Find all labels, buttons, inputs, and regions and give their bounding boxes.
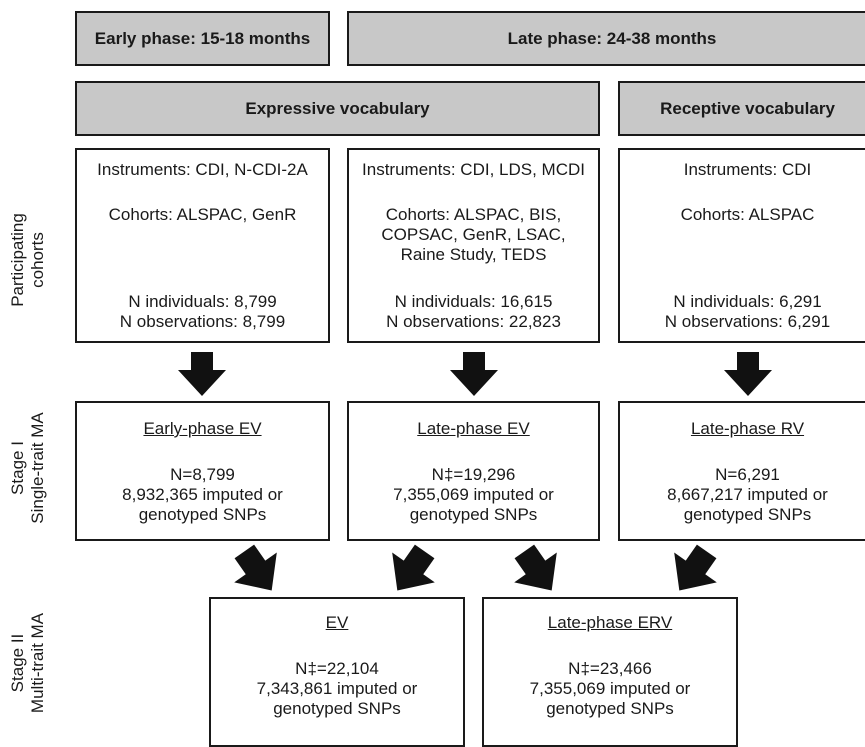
arrow-down-icon (450, 352, 498, 396)
arrow-diagonal-down-right-icon (234, 544, 277, 591)
cohort-box-late-rv: Instruments: CDI Cohorts: ALSPAC N indiv… (618, 148, 865, 343)
stage1-box-late-rv: Late-phase RV N=6,291 8,667,217 imputed … (618, 401, 865, 541)
row-label-stage-1: Stage I Single-trait MA (8, 412, 47, 524)
snp-count: 7,355,069 imputed or (393, 485, 554, 504)
row-label-participating-cohorts: Participating cohorts (8, 213, 47, 307)
receptive-vocabulary-header: Receptive vocabulary (618, 81, 865, 136)
sample-size: N=6,291 (715, 465, 780, 484)
sample-size: N‡=22,104 (295, 659, 379, 678)
snp-count: 8,932,365 imputed or (122, 485, 283, 504)
n-individuals-text: N individuals: 8,799 (128, 292, 277, 311)
stage1-title: Late-phase EV (417, 419, 530, 438)
stage1-box-early-ev: Early-phase EV N=8,799 8,932,365 imputed… (75, 401, 330, 541)
n-observations-text: N observations: 8,799 (119, 312, 286, 331)
row-label-stage-2: Stage II Multi-trait MA (8, 612, 47, 714)
snp-count: 7,355,069 imputed or (529, 679, 691, 698)
early-phase-header: Early phase: 15-18 months (75, 11, 330, 66)
stage1-box-late-ev: Late-phase EV N‡=19,296 7,355,069 impute… (347, 401, 600, 541)
stage2-box-late-erv: Late-phase ERV N‡=23,466 7,355,069 imput… (482, 597, 738, 747)
stage2-box-ev: EV N‡=22,104 7,343,861 imputed or genoty… (209, 597, 465, 747)
snp-type: genotyped SNPs (546, 699, 674, 718)
stage2-title: Late-phase ERV (547, 613, 673, 632)
cohort-box-late-ev: Instruments: CDI, LDS, MCDI Cohorts: ALS… (347, 148, 600, 343)
expressive-vocabulary-header: Expressive vocabulary (75, 81, 600, 136)
late-phase-label: Late phase: 24-38 months (507, 28, 717, 48)
sample-size: N‡=23,466 (568, 659, 652, 678)
n-individuals-text: N individuals: 6,291 (673, 292, 822, 311)
instruments-text: Instruments: CDI (683, 160, 812, 179)
snp-type: genotyped SNPs (138, 505, 267, 524)
instruments-text: Instruments: CDI, N-CDI-2A (97, 160, 308, 179)
instruments-text: Instruments: CDI, LDS, MCDI (362, 160, 585, 179)
stage1-title: Early-phase EV (143, 419, 262, 438)
n-observations-text: N observations: 6,291 (664, 312, 831, 331)
arrow-down-icon (178, 352, 226, 396)
arrow-diagonal-down-right-icon (514, 544, 557, 591)
arrow-down-icon (724, 352, 772, 396)
cohort-box-early-ev: Instruments: CDI, N-CDI-2A Cohorts: ALSP… (75, 148, 330, 343)
n-individuals-text: N individuals: 16,615 (394, 292, 553, 311)
snp-type: genotyped SNPs (273, 699, 401, 718)
late-phase-header: Late phase: 24-38 months (347, 11, 865, 66)
snp-type: genotyped SNPs (409, 505, 538, 524)
stage1-title: Late-phase RV (690, 419, 805, 438)
cohorts-text: Cohorts: ALSPAC (680, 205, 815, 224)
sample-size: N=8,799 (170, 465, 235, 484)
sample-size: N‡=19,296 (431, 465, 516, 484)
snp-count: 7,343,861 imputed or (256, 679, 418, 698)
cohorts-text: Cohorts: ALSPAC, BIS, COPSAC, GenR, LSAC… (381, 205, 566, 264)
cohorts-text: Cohorts: ALSPAC, GenR (108, 205, 297, 224)
arrow-diagonal-down-left-icon (674, 544, 717, 591)
snp-type: genotyped SNPs (683, 505, 812, 524)
receptive-vocabulary-label: Receptive vocabulary (660, 98, 835, 118)
snp-count: 8,667,217 imputed or (667, 485, 828, 504)
early-phase-label: Early phase: 15-18 months (94, 28, 311, 48)
expressive-vocabulary-label: Expressive vocabulary (245, 98, 430, 118)
arrow-diagonal-down-left-icon (392, 544, 435, 591)
n-observations-text: N observations: 22,823 (386, 312, 561, 331)
stage2-title: EV (325, 613, 349, 632)
